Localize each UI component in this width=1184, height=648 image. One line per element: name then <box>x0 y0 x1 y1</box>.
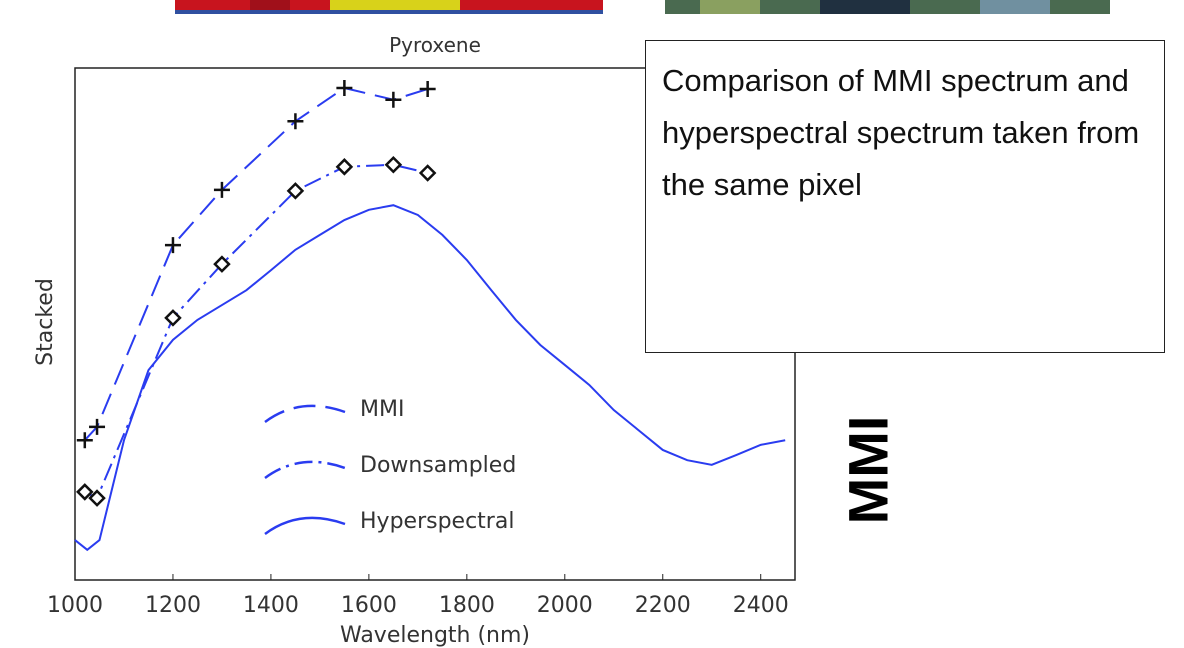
chart-title: Pyroxene <box>389 33 481 57</box>
diamond-marker <box>384 156 403 174</box>
image-strips <box>175 0 1110 14</box>
plus-marker <box>76 432 93 449</box>
x-tick-label: 1200 <box>145 593 201 618</box>
plus-marker <box>336 79 353 96</box>
diamond-marker <box>164 309 182 327</box>
legend-swatch <box>264 516 346 536</box>
x-tick-label: 1000 <box>47 593 103 618</box>
diamond-marker <box>286 182 305 200</box>
plus-marker <box>164 237 181 254</box>
x-tick-label: 2200 <box>635 593 691 618</box>
plus-marker <box>385 91 402 108</box>
x-axis-label: Wavelength (nm) <box>340 623 530 648</box>
y-axis-label: Stacked <box>33 278 58 366</box>
plus-marker <box>419 80 436 97</box>
diamond-marker <box>213 255 231 273</box>
plus-marker <box>89 418 106 435</box>
series-line <box>74 204 786 552</box>
legend-swatch <box>264 404 346 424</box>
diamond-marker <box>76 483 94 501</box>
diamond-marker <box>88 489 106 507</box>
diamond-marker <box>335 158 354 176</box>
series-line <box>84 86 428 441</box>
x-tick-label: 1600 <box>341 593 397 618</box>
legend-label: Downsampled <box>360 453 516 478</box>
legend-swatch <box>264 460 346 480</box>
x-tick-label: 2400 <box>733 593 789 618</box>
x-tick-label: 2000 <box>537 593 593 618</box>
diamond-marker <box>418 164 437 182</box>
caption-box: Comparison of MMI spectrum and hyperspec… <box>645 40 1165 353</box>
series-line <box>84 163 428 500</box>
x-tick-label: 1400 <box>243 593 299 618</box>
legend-label: Hyperspectral <box>360 509 514 534</box>
side-label: MMI <box>836 415 900 525</box>
plus-marker <box>287 113 304 130</box>
legend-label: MMI <box>360 397 404 422</box>
plus-marker <box>213 181 230 198</box>
x-tick-label: 1800 <box>439 593 495 618</box>
